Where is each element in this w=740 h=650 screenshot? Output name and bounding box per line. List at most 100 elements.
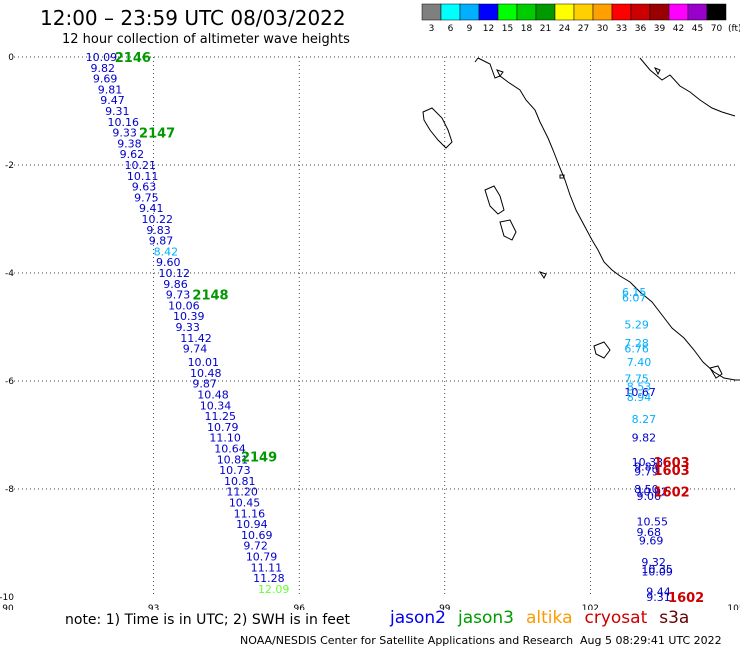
lat-tick-label: -8 [5,485,14,495]
wave-height-label: 6.07 [622,291,647,304]
wave-height-label: 10.09 [641,566,673,579]
colorbar-label: 9 [467,24,473,34]
small-islet-3 [653,67,661,76]
colorbar-label: 3 [429,24,435,34]
graticule [14,56,736,597]
wave-height-label: 9.41 [139,202,164,215]
wave-height-label: 9.63 [132,181,157,194]
small-island [709,365,723,379]
page-subtitle: 12 hour collection of altimeter wave hei… [62,32,350,47]
sumatra-coast-north [474,57,479,63]
colorbar-label: 21 [540,24,551,34]
wave-height-label: 10.69 [241,529,273,542]
wave-height-label: 9.47 [100,94,125,107]
wave-height-label: 9.31 [105,105,130,118]
wave-height-label: 10.64 [214,443,246,456]
wave-height-label: 10.79 [207,421,239,434]
wave-height-label: 11.20 [226,486,258,499]
wave-height-label: 10.06 [168,299,200,312]
coastline [422,57,740,381]
wave-height-label: 9.84 [634,460,659,473]
wave-height-label: 9.83 [146,224,171,237]
wave-height-label: 12.09 [258,583,290,596]
wave-height-label: 10.48 [190,367,222,380]
wave-height-label: 10.11 [127,170,159,183]
wave-height-label: 9.62 [120,148,145,161]
wave-height-label: 9.44 [646,586,671,599]
wave-height-label: 9.79 [634,466,659,479]
note-text: note: 1) Time is in UTC; 2) SWH is in fe… [65,612,351,628]
malay-coast [639,57,736,117]
wave-height-label: 7.75 [624,372,649,385]
colorbar-label: 15 [502,24,513,34]
colorbar-label: 24 [559,24,571,34]
lat-tick-label: -10 [0,593,14,603]
wave-height-label: 9.32 [641,556,666,569]
wave-height-label: 11.10 [209,432,241,445]
timestamp-text: Aug 5 08:29:41 UTC 2022 [580,634,722,647]
legend-entry: altika [526,608,573,628]
wave-height-map: 909396991021050-2-4-6-8-10 10.099.829.69… [0,51,740,610]
wave-height-label: 9.68 [637,526,662,539]
wave-height-label: 10.55 [637,515,669,528]
wave-height-label: 11.28 [253,572,284,585]
lat-tick-label: 0 [8,53,14,63]
nias-island [484,185,505,215]
wave-height-label: 9.33 [175,321,200,334]
axis-ticks: 90 93 96 99 102 105 0 -2 -4 -6 -8 -10 [0,53,740,610]
colorbar-label: 70 [711,24,723,34]
wave-height-label: 10.16 [107,116,139,129]
wave-height-label: 11.42 [180,332,212,345]
wave-height-label: 10.22 [141,213,173,226]
wave-height-label: 10.09 [86,51,118,64]
sumatra-coast [477,57,740,381]
wave-height-label: 10.94 [236,518,268,531]
wave-height-label: 9.86 [163,278,188,291]
lon-tick-label: 99 [439,604,451,610]
wave-height-label: 10.81 [224,475,256,488]
wave-height-label: 9.81 [98,83,123,96]
wave-height-label: 10.48 [197,389,229,402]
colorbar-label: 33 [616,24,627,34]
wave-height-label: 10.79 [246,551,278,564]
lon-tick-label: 102 [582,604,599,610]
wave-height-label: 9.69 [639,534,664,547]
small-islet-2 [559,174,565,179]
colorbar-label: 45 [692,24,703,34]
lon-tick-label: 90 [2,604,14,610]
pass-number-label: 2148 [192,289,228,304]
wave-height-label: 9.38 [117,137,142,150]
wave-height-label: 5.29 [624,318,649,331]
colorbar-label: 39 [654,24,666,34]
track-east: 6.156.07 5.29 7.286.767.40 7.758.5310.678.9… [622,286,704,606]
small-islet-1 [496,69,504,77]
wave-height-label: 11.25 [205,410,237,423]
pass-number-label: 1603 [653,456,689,471]
page-title: 12:00 – 23:59 UTC 08/03/2022 [40,6,346,30]
wave-height-label: 9.31 [646,591,671,604]
pass-number-label: 2149 [241,451,277,466]
legend-entry: jason2 [390,608,446,628]
wave-height-label: 8.53 [627,380,652,393]
lat-tick-label: -2 [5,161,14,171]
satellite-legend: jason2 jason3 altika cryosat s3a [390,608,701,628]
wave-height-label: 8.27 [632,413,657,426]
colorbar-swatch [706,3,727,21]
wave-height-label: 9.74 [183,343,208,356]
lon-tick-label: 96 [293,604,305,610]
wave-height-label: 11.11 [251,561,283,574]
wave-height-label: 9.72 [243,540,267,553]
legend-entry: s3a [659,608,690,628]
wave-height-label: 9.73 [166,289,191,302]
wave-height-label: 9.60 [156,256,181,269]
wave-height-label: 6.76 [624,343,649,356]
wave-height-label: 9.87 [149,235,174,248]
track-main: 10.099.829.699.819.479.3110.169.339.389.… [86,51,290,596]
wave-height-label: 9.06 [637,490,662,503]
colorbar-label: 30 [597,24,609,34]
colorbar-label: 42 [673,24,684,34]
lat-tick-label: -4 [5,269,14,279]
wave-height-label: 9.69 [93,73,118,86]
credit-text: NOAA/NESDIS Center for Satellite Applica… [240,634,574,647]
